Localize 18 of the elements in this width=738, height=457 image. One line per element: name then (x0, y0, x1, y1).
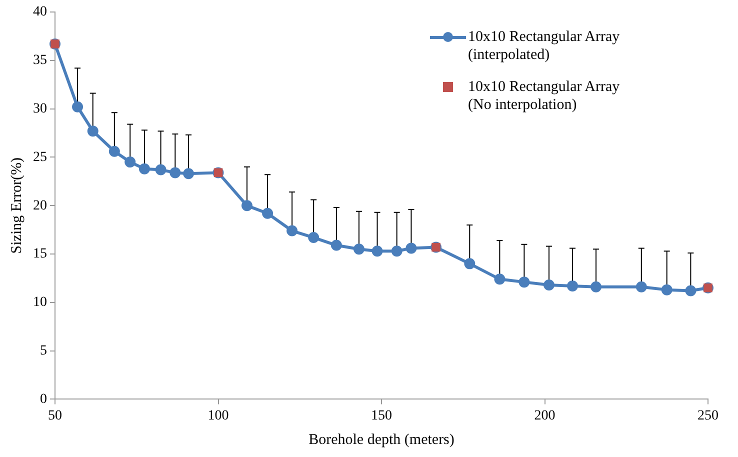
x-tick-label: 200 (534, 408, 556, 424)
y-tick-label: 25 (33, 150, 47, 165)
y-tick-label: 20 (33, 198, 47, 214)
y-tick-label: 0 (40, 392, 47, 407)
legend-label: 10x10 Rectangular Array (interpolated) (468, 28, 621, 64)
x-tick-label: 250 (698, 408, 718, 424)
y-tick-label: 10 (33, 295, 47, 310)
x-tick-label: 150 (371, 408, 392, 424)
y-tick-label: 15 (33, 246, 47, 262)
x-axis-title: Borehole depth (meters) (308, 432, 454, 448)
y-tick-label: 5 (40, 343, 47, 358)
x-tick-label: 50 (48, 408, 62, 424)
y-tick-label: 30 (33, 101, 47, 116)
y-tick-label: 35 (33, 53, 47, 68)
y-axis-title: Sizing Error(%) (8, 157, 25, 254)
x-tick-label: 100 (208, 408, 229, 424)
y-tick-label: 40 (33, 4, 47, 20)
legend-label: 10x10 Rectangular Array (No interpolation) (468, 78, 621, 114)
